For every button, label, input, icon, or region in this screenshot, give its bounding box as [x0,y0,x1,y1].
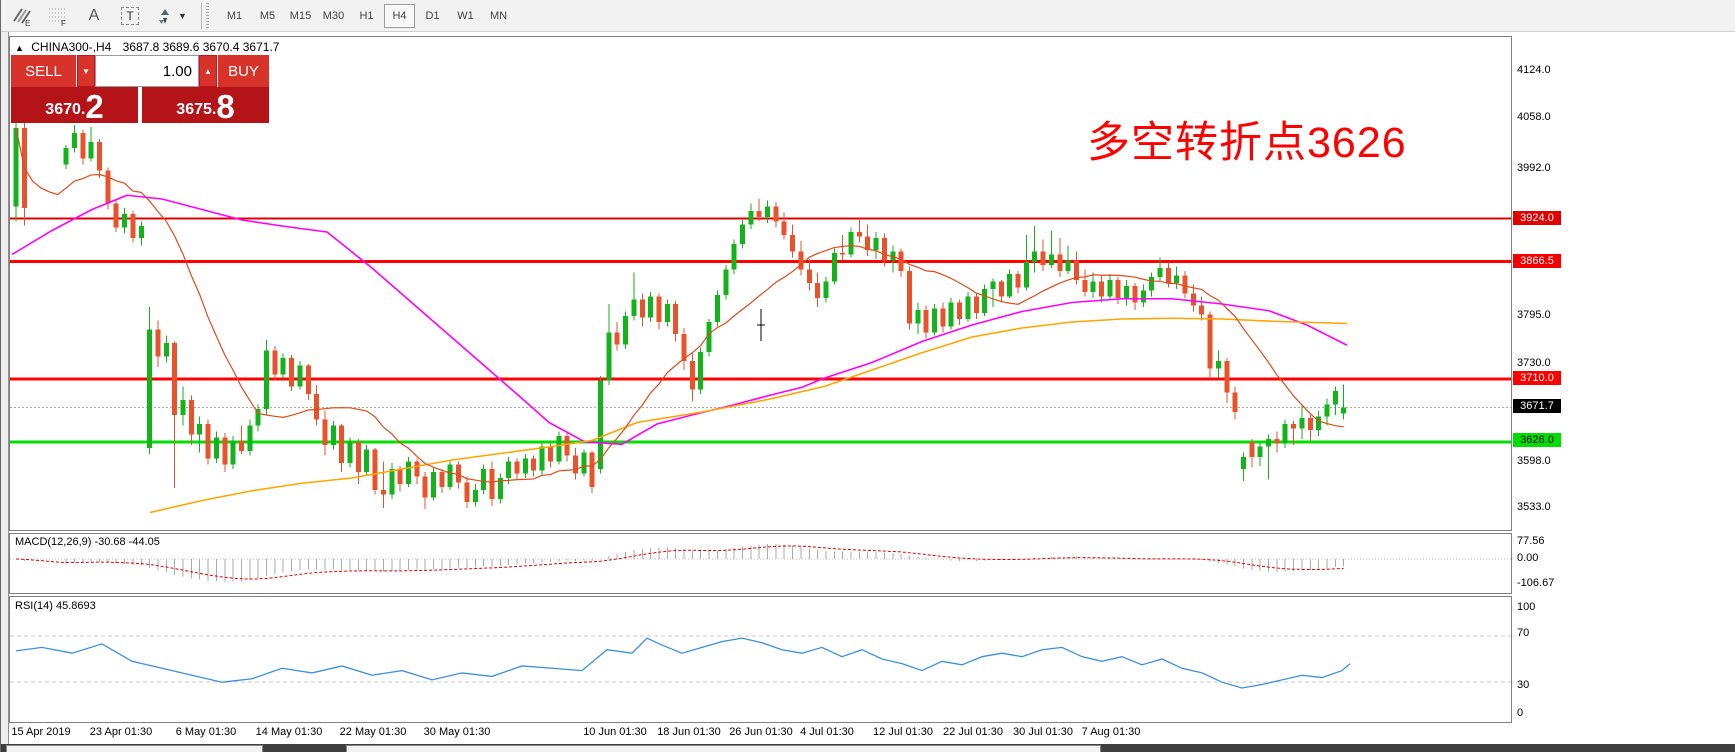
time-tick: 30 Jul 01:30 [1013,726,1073,738]
macd-signal-line [15,545,1344,580]
dropdown-caret-icon: ▼ [178,10,187,21]
ma-mid-line [149,317,1348,514]
price-line-badge: 3866.5 [1513,254,1561,268]
taskbar-item[interactable] [6,745,263,752]
timeframe-button-d1[interactable]: D1 [425,9,440,22]
timeframe-button-h4[interactable]: H4 [384,3,415,28]
ask-price[interactable]: 3675. 8 [142,87,269,123]
timeframe-button-m1[interactable]: M1 [226,9,243,22]
time-tick: 12 Jul 01:30 [873,726,933,738]
time-tick: 4 Jul 01:30 [800,726,854,738]
timeframe-bar: M1 M5 M15 M30 H1 H4 D1 W1 MN [218,3,515,28]
price-line-badge: 3671.7 [1513,399,1561,413]
macd-label: MACD(12,26,9) -30.68 -44.05 [15,536,160,548]
time-tick: 7 Aug 01:30 [1081,726,1141,738]
time-tick: 14 May 01:30 [255,726,323,738]
symbol-header: ▲ CHINA300-,H4 3687.8 3689.6 3670.4 3671… [15,40,279,54]
time-tick: 23 Apr 01:30 [89,726,153,738]
timeframe-button-w1[interactable]: W1 [457,9,474,22]
rsi-tick: 0 [1517,707,1524,719]
rsi-label: RSI(14) 45.8693 [15,600,96,612]
timeframe-button-m15[interactable]: M15 [289,9,312,22]
macd-panel[interactable] [9,533,1512,594]
rsi-tick: 70 [1517,627,1530,639]
macd-tick: 0.00 [1517,552,1539,564]
price-line-badge: 3626.0 [1513,433,1561,447]
toolbar-grip[interactable] [206,2,212,29]
candles [13,116,1347,509]
price-tick: 4124.0 [1517,64,1551,76]
collapse-icon[interactable]: ▲ [15,43,24,53]
volume-increase-button[interactable]: ▲ [199,55,217,87]
macd-tick: -106.67 [1517,577,1555,589]
price-tick: 3795.0 [1517,309,1551,321]
bid-price[interactable]: 3670. 2 [11,87,138,123]
timeframe-button-m5[interactable]: M5 [259,9,276,22]
timeframe-button-mn[interactable]: MN [489,9,508,22]
time-tick: 18 Jun 01:30 [657,726,721,738]
rsi-chart [10,635,1511,689]
indicators-icon[interactable]: E [7,3,37,29]
volume-decrease-button[interactable]: ▼ [77,55,95,87]
price-tick: 4058.0 [1517,111,1551,123]
ohlc-readout: 3687.8 3689.6 3670.4 3671.7 [122,40,280,54]
symbol-title: CHINA300-,H4 [31,40,112,54]
macd-tick: 77.56 [1517,535,1545,547]
time-tick: 22 May 01:30 [339,726,407,738]
rsi-tick: 30 [1517,679,1530,691]
sell-button[interactable]: SELL [11,55,77,87]
rsi-panel[interactable] [9,596,1512,723]
taskbar-item[interactable] [346,745,1101,752]
volume-input[interactable]: 1.00 [95,55,199,87]
rsi-line [15,637,1351,689]
price-tick: 3992.0 [1517,162,1551,174]
grid-icon[interactable]: F [43,3,73,29]
one-click-trade-panel: SELL ▼ 1.00 ▲ BUY 3670. 2 3675. 8 [11,55,269,123]
svg-text:F: F [61,19,66,27]
arrows-icon[interactable]: ▼ [151,3,191,29]
ma-slow-line [11,194,1348,446]
textbox-icon[interactable]: T [115,3,145,29]
price-tick: 3730.0 [1517,357,1551,369]
time-tick: 26 Jun 01:30 [729,726,793,738]
price-tick: 3533.0 [1517,501,1551,513]
timeframe-button-h1[interactable]: H1 [359,9,374,22]
rsi-tick: 100 [1517,601,1536,613]
time-tick: 22 Jul 01:30 [943,726,1003,738]
window-left-frame [1,32,9,744]
toolbar-separator [201,2,202,29]
candlestick-chart [10,116,1511,514]
text-icon[interactable]: A [88,6,100,24]
toolbar: E F A T ▼ M1 M5 M15 M30 H1 H4 D1 W1 MN [1,0,1735,32]
chart-annotation: 多空转折点3626 [1087,119,1407,167]
main-chart-panel[interactable] [9,36,1512,531]
buy-button[interactable]: BUY [217,55,269,87]
price-line-badge: 3710.0 [1513,371,1561,385]
price-tick: 3598.0 [1517,455,1551,467]
macd-chart [10,544,1511,582]
time-axis: 15 Apr 2019 23 Apr 01:30 6 May 01:30 14 May… [1,726,1735,740]
ma-fast-line [15,127,1344,483]
svg-text:E: E [25,19,30,27]
time-tick: 6 May 01:30 [175,726,237,738]
time-tick: 10 Jun 01:30 [583,726,647,738]
time-tick: 30 May 01:30 [423,726,491,738]
time-tick: 15 Apr 2019 [11,726,71,738]
price-line-badge: 3924.0 [1513,211,1561,225]
bottom-bar [1,744,1735,752]
timeframe-button-m30[interactable]: M30 [322,9,345,22]
